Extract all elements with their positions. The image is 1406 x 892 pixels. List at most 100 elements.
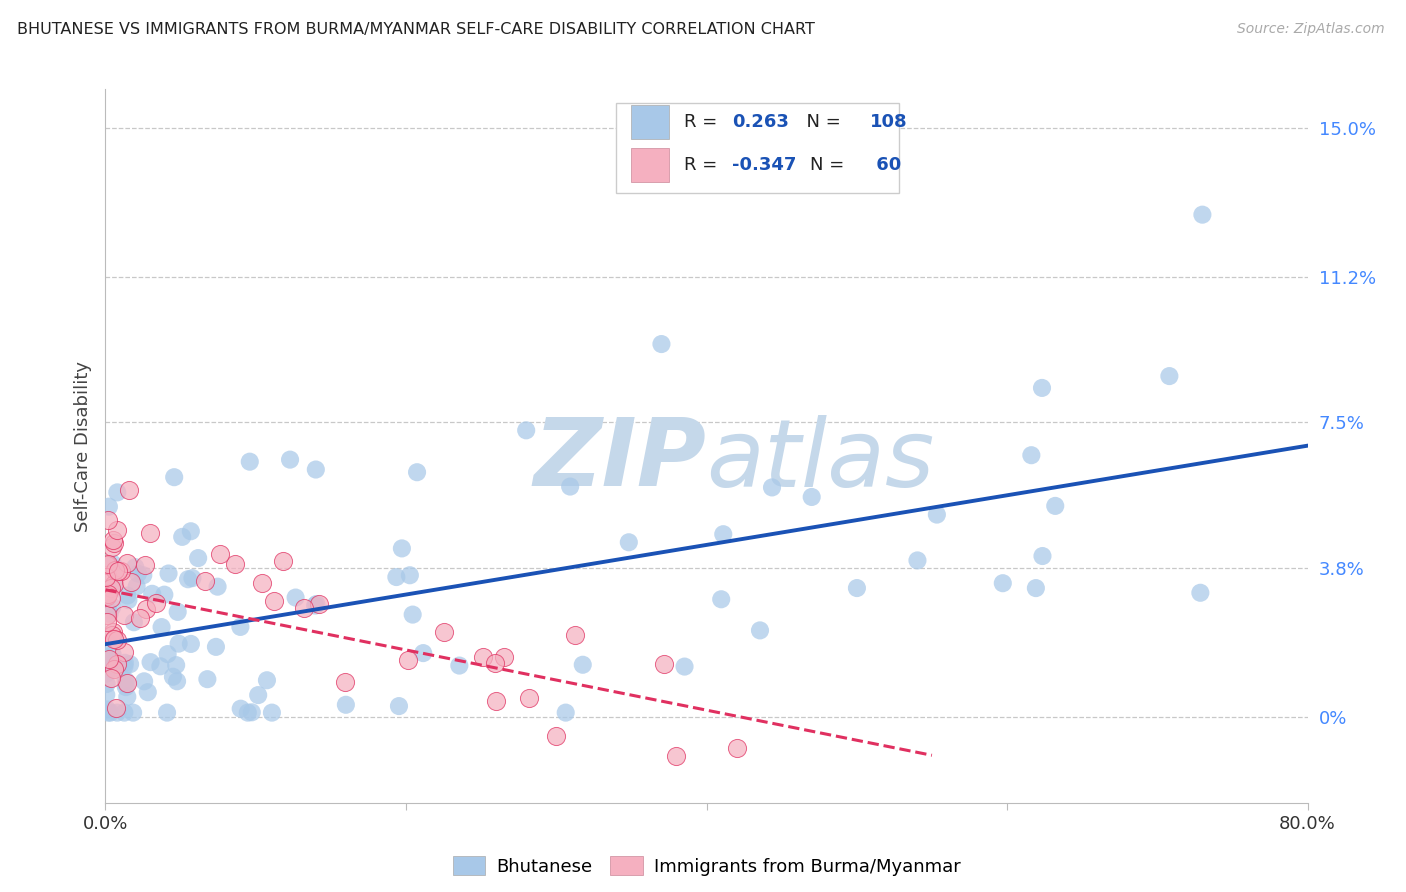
Bhutanese bbox=[103, 578, 125, 592]
Bhutanese bbox=[399, 568, 422, 582]
Immigrants from Burma/Myanmar bbox=[103, 536, 125, 550]
Bhutanese bbox=[449, 658, 471, 673]
Bhutanese bbox=[571, 657, 593, 672]
Text: -0.347: -0.347 bbox=[731, 156, 796, 174]
Bhutanese bbox=[115, 680, 138, 694]
Bhutanese bbox=[117, 593, 139, 607]
Bhutanese bbox=[139, 655, 162, 669]
Immigrants from Burma/Myanmar bbox=[224, 557, 246, 571]
Immigrants from Burma/Myanmar bbox=[652, 657, 675, 671]
Bhutanese bbox=[112, 706, 135, 720]
Bhutanese bbox=[96, 650, 118, 665]
Immigrants from Burma/Myanmar bbox=[96, 607, 118, 622]
Bhutanese bbox=[122, 706, 145, 720]
Immigrants from Burma/Myanmar bbox=[145, 596, 167, 610]
Legend: Bhutanese, Immigrants from Burma/Myanmar: Bhutanese, Immigrants from Burma/Myanmar bbox=[446, 849, 967, 883]
Bhutanese bbox=[117, 589, 139, 603]
Bhutanese bbox=[105, 485, 128, 500]
Bhutanese bbox=[114, 656, 136, 670]
Immigrants from Burma/Myanmar bbox=[118, 483, 141, 497]
Bhutanese bbox=[97, 604, 120, 618]
Immigrants from Burma/Myanmar bbox=[209, 547, 232, 561]
Bhutanese bbox=[1189, 586, 1212, 600]
Immigrants from Burma/Myanmar bbox=[194, 574, 217, 589]
Bhutanese bbox=[1191, 208, 1213, 222]
Bhutanese bbox=[1045, 499, 1067, 513]
Immigrants from Burma/Myanmar bbox=[110, 564, 132, 578]
Bhutanese bbox=[749, 624, 772, 638]
Bhutanese bbox=[1031, 381, 1053, 395]
Bhutanese bbox=[673, 659, 696, 673]
Bhutanese bbox=[157, 566, 180, 581]
Immigrants from Burma/Myanmar bbox=[96, 558, 118, 572]
Bhutanese bbox=[925, 508, 948, 522]
Bhutanese bbox=[305, 597, 328, 611]
Bhutanese bbox=[124, 560, 146, 574]
Bhutanese bbox=[96, 666, 118, 681]
Bhutanese bbox=[181, 571, 204, 585]
Bhutanese bbox=[991, 576, 1014, 591]
Immigrants from Burma/Myanmar bbox=[725, 740, 748, 755]
Bhutanese bbox=[207, 580, 229, 594]
Bhutanese bbox=[305, 462, 328, 476]
Immigrants from Burma/Myanmar bbox=[97, 513, 120, 527]
Bhutanese bbox=[761, 480, 783, 494]
Immigrants from Burma/Myanmar bbox=[101, 533, 124, 547]
Immigrants from Burma/Myanmar bbox=[105, 657, 128, 672]
FancyBboxPatch shape bbox=[631, 105, 669, 139]
Bhutanese bbox=[711, 527, 734, 541]
Bhutanese bbox=[104, 655, 127, 669]
Immigrants from Burma/Myanmar bbox=[96, 567, 118, 582]
Text: 60: 60 bbox=[870, 156, 901, 174]
Immigrants from Burma/Myanmar bbox=[100, 581, 122, 595]
Bhutanese bbox=[101, 557, 124, 571]
Bhutanese bbox=[412, 646, 434, 660]
Bhutanese bbox=[103, 661, 125, 675]
Immigrants from Burma/Myanmar bbox=[484, 656, 506, 670]
Bhutanese bbox=[304, 599, 326, 613]
Bhutanese bbox=[149, 659, 172, 673]
FancyBboxPatch shape bbox=[631, 148, 669, 182]
Bhutanese bbox=[105, 706, 128, 720]
Bhutanese bbox=[180, 637, 202, 651]
Bhutanese bbox=[385, 570, 408, 584]
Immigrants from Burma/Myanmar bbox=[94, 569, 117, 583]
Bhutanese bbox=[1159, 369, 1181, 384]
Bhutanese bbox=[96, 688, 118, 702]
Bhutanese bbox=[402, 607, 425, 622]
Bhutanese bbox=[247, 688, 270, 702]
Bhutanese bbox=[125, 579, 148, 593]
Bhutanese bbox=[260, 706, 283, 720]
Bhutanese bbox=[229, 620, 252, 634]
Bhutanese bbox=[166, 605, 188, 619]
Bhutanese bbox=[560, 479, 582, 493]
Immigrants from Burma/Myanmar bbox=[103, 576, 125, 591]
Bhutanese bbox=[284, 591, 307, 605]
Immigrants from Burma/Myanmar bbox=[139, 526, 162, 541]
Immigrants from Burma/Myanmar bbox=[100, 591, 122, 606]
Immigrants from Burma/Myanmar bbox=[104, 563, 127, 577]
Bhutanese bbox=[166, 674, 188, 689]
Bhutanese bbox=[122, 615, 145, 630]
Immigrants from Burma/Myanmar bbox=[432, 624, 454, 639]
Immigrants from Burma/Myanmar bbox=[494, 650, 516, 665]
Bhutanese bbox=[97, 636, 120, 650]
Immigrants from Burma/Myanmar bbox=[103, 662, 125, 676]
Bhutanese bbox=[165, 658, 187, 673]
Text: BHUTANESE VS IMMIGRANTS FROM BURMA/MYANMAR SELF-CARE DISABILITY CORRELATION CHAR: BHUTANESE VS IMMIGRANTS FROM BURMA/MYANM… bbox=[17, 22, 814, 37]
Bhutanese bbox=[907, 553, 929, 567]
Immigrants from Burma/Myanmar bbox=[97, 587, 120, 601]
Immigrants from Burma/Myanmar bbox=[117, 556, 139, 570]
Immigrants from Burma/Myanmar bbox=[120, 575, 142, 590]
Bhutanese bbox=[845, 581, 868, 595]
Bhutanese bbox=[127, 566, 149, 581]
Bhutanese bbox=[180, 524, 202, 539]
Bhutanese bbox=[156, 706, 179, 720]
Bhutanese bbox=[388, 699, 411, 714]
Bhutanese bbox=[120, 657, 142, 672]
Text: N =: N = bbox=[810, 156, 849, 174]
Bhutanese bbox=[98, 607, 121, 621]
Text: ZIP: ZIP bbox=[534, 414, 707, 507]
Immigrants from Burma/Myanmar bbox=[128, 610, 150, 624]
Immigrants from Burma/Myanmar bbox=[263, 594, 285, 608]
